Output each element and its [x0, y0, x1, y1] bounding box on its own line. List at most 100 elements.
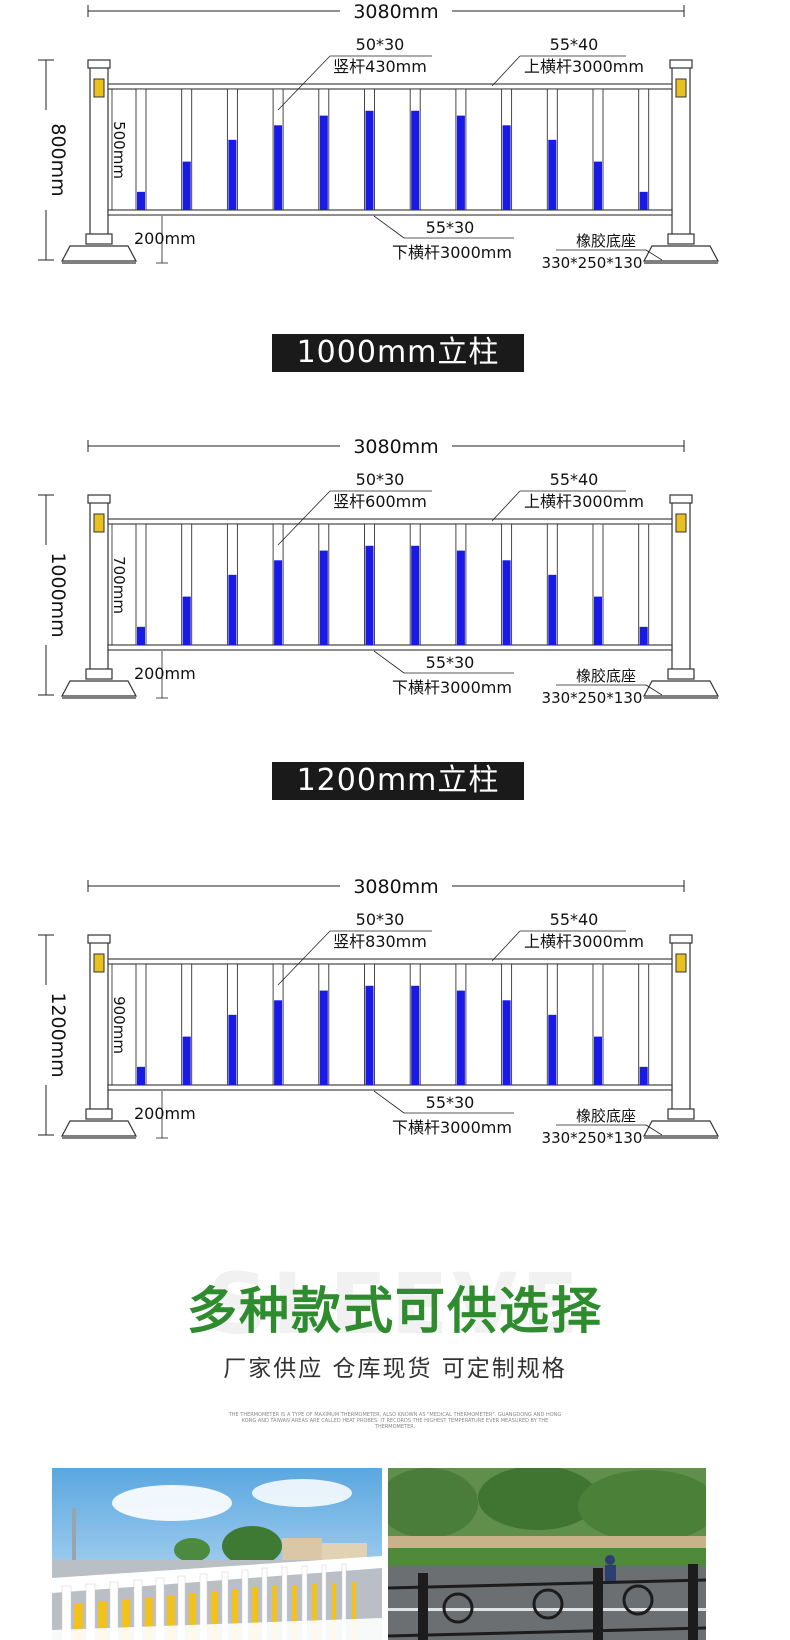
callout-arrow-top	[491, 55, 521, 87]
rubber-base-right	[643, 1120, 719, 1137]
bar-height-label: 500mm	[110, 121, 128, 179]
top-rail-size: 55*40	[550, 910, 599, 929]
vertical-bar-fill-5	[319, 115, 328, 210]
fence-diagram-1200: 3080mm 1200mm 900mm 50*30 竖杆830mm 55*40 上横杆300…	[0, 855, 790, 1147]
vertical-bar-fill-7	[411, 545, 420, 645]
vertical-bar-fill-3	[228, 574, 237, 645]
vertical-bar-fill-2	[182, 596, 191, 645]
bottom-rail	[107, 209, 673, 216]
vertical-bar-size: 50*30	[356, 35, 405, 54]
ground-gap-label: 200mm	[134, 1104, 196, 1123]
vertical-bar-fill-11	[594, 1036, 602, 1085]
vertical-bar-fill-9	[502, 125, 511, 210]
total-width-label: 3080mm	[353, 436, 438, 458]
callout-arrow-vertical	[277, 490, 331, 546]
rubber-base-left	[61, 1120, 137, 1137]
vertical-bar-fill-9	[502, 560, 511, 645]
top-rail	[107, 83, 673, 90]
watermark-text: SLEEVE	[207, 1255, 583, 1353]
vertical-bar-length: 竖杆430mm	[333, 57, 427, 76]
bottom-rail	[107, 644, 673, 651]
vertical-bar-fill-2	[182, 1036, 191, 1085]
vertical-bar-fill-4	[274, 125, 283, 210]
callout-arrow-bottom	[373, 1090, 405, 1114]
post-foot-right	[667, 668, 695, 680]
post-reflector-right	[675, 953, 687, 973]
callout-arrow-top	[491, 490, 521, 522]
styles-subline: 厂家供应 仓库现货 可定制规格	[223, 1356, 567, 1382]
vertical-bar-fill-10	[548, 574, 557, 645]
callout-arrow-bottom	[373, 650, 405, 674]
vertical-bar-fill-3	[228, 1014, 237, 1085]
styles-headline: 多种款式可供选择	[187, 1282, 603, 1340]
callout-arrow-bottom	[373, 215, 405, 239]
fence-diagram-800: 3080mm 800mm 500mm 50*30 竖杆430mm 55*40 上横杆3000…	[0, 0, 790, 272]
black-decorative-railing-photo	[388, 1468, 718, 1640]
base-name: 橡胶底座	[576, 1107, 636, 1125]
vertical-bar-fill-8	[456, 990, 465, 1085]
ground-gap-label: 200mm	[134, 229, 196, 248]
post-height-banner-1200: 1200mm立柱	[272, 762, 524, 800]
callout-arrow-vertical	[277, 930, 331, 986]
vertical-bar-12	[638, 523, 650, 646]
vertical-bar-length: 竖杆600mm	[333, 492, 427, 511]
post-cap-left	[87, 934, 111, 944]
total-width-label: 3080mm	[353, 1, 438, 23]
vertical-bar-fill-6	[365, 985, 374, 1085]
total-width-label: 3080mm	[353, 876, 438, 898]
top-rail	[107, 518, 673, 525]
vertical-bar-fill-6	[365, 110, 374, 210]
bottom-rail-length: 下横杆3000mm	[392, 678, 512, 697]
vertical-bar-1	[135, 963, 147, 1086]
vertical-bar-size: 50*30	[356, 910, 405, 929]
post-height-banner-1000: 1000mm立柱	[272, 334, 524, 372]
callout-arrow-base	[645, 1124, 663, 1136]
vertical-bar-fill-4	[274, 1000, 283, 1085]
post-cap-left	[87, 59, 111, 69]
top-rail-length: 上横杆3000mm	[524, 932, 644, 951]
bottom-rail-length: 下横杆3000mm	[392, 1118, 512, 1137]
bar-height-label: 900mm	[110, 996, 128, 1054]
post-foot-left	[85, 233, 113, 245]
vertical-bar-fill-12	[639, 1066, 648, 1085]
base-size: 330*250*130	[542, 254, 643, 272]
rubber-base-right	[643, 680, 719, 697]
callout-arrow-vertical	[277, 55, 331, 111]
post-reflector-right	[675, 513, 687, 533]
white-yellow-railing-photo	[52, 1468, 382, 1640]
post-foot-left	[85, 668, 113, 680]
vertical-bar-1	[135, 523, 147, 646]
top-rail-size: 55*40	[550, 35, 599, 54]
vertical-bar-fill-6	[365, 545, 374, 645]
base-name: 橡胶底座	[576, 232, 636, 250]
fence-diagram-1000: 3080mm 1000mm 700mm 50*30 竖杆600mm 55*40 上横杆300…	[0, 415, 790, 707]
post-foot-right	[667, 233, 695, 245]
rubber-base-right	[643, 245, 719, 262]
height-label: 800mm	[47, 123, 69, 196]
post-foot-right	[667, 1108, 695, 1120]
ground-gap-label: 200mm	[134, 664, 196, 683]
height-label: 1000mm	[47, 552, 69, 637]
callout-arrow-base	[645, 684, 663, 696]
rubber-base-left	[61, 245, 137, 262]
vertical-bar-fill-8	[456, 550, 465, 645]
top-rail-size: 55*40	[550, 470, 599, 489]
bottom-rail-size: 55*30	[426, 653, 475, 672]
vertical-bar-fill-7	[411, 110, 420, 210]
post-cap-right	[669, 494, 693, 504]
vertical-bar-fill-11	[594, 161, 602, 210]
vertical-bar-fill-12	[639, 626, 648, 645]
vertical-bar-fill-7	[411, 985, 420, 1085]
top-rail	[107, 958, 673, 965]
vertical-bar-fill-8	[456, 115, 465, 210]
post-reflector-left	[93, 513, 105, 533]
base-size: 330*250*130	[542, 1129, 643, 1147]
vertical-bar-fill-12	[639, 191, 648, 210]
callout-arrow-top	[491, 930, 521, 962]
vertical-bar-fill-3	[228, 139, 237, 210]
height-label: 1200mm	[47, 992, 69, 1077]
vertical-bar-size: 50*30	[356, 470, 405, 489]
callout-arrow-base	[645, 249, 663, 261]
bottom-rail	[107, 1084, 673, 1091]
post-reflector-right	[675, 78, 687, 98]
